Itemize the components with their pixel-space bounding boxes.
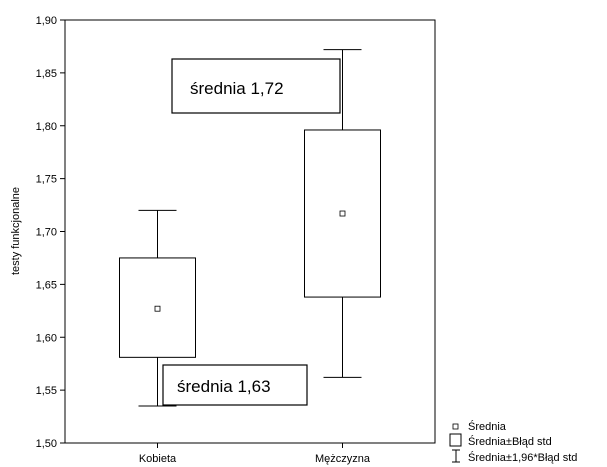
y-axis: 1,50 1,55 1,60 1,65 1,70 1,75 1,80 1,85 1,90 — [36, 15, 65, 450]
y-tick-label: 1,60 — [36, 332, 57, 344]
x-axis: Kobieta Mężczyzna — [139, 443, 371, 465]
legend-mean-marker — [452, 423, 459, 430]
y-tick-label: 1,75 — [36, 174, 57, 186]
legend-ci-label: Średnia±1,96*Błąd std — [468, 451, 577, 464]
legend-se-box — [449, 433, 462, 447]
box-plot-series — [119, 49, 381, 407]
y-tick-label: 1,55 — [36, 385, 57, 397]
se-box — [304, 129, 381, 298]
annotation-kobieta: średnia 1,63 — [162, 364, 308, 406]
y-tick-label: 1,50 — [36, 438, 57, 450]
y-tick-label: 1,70 — [36, 227, 57, 239]
annotation-kobieta-text: średnia 1,63 — [177, 377, 271, 396]
annotation-mezczyzna: średnia 1,72 — [171, 58, 341, 114]
x-tick-label: Kobieta — [139, 453, 177, 465]
x-tick-label: Mężczyzna — [315, 453, 371, 465]
y-tick-label: 1,80 — [36, 121, 57, 133]
legend: Średnia Średnia±Błąd std Średnia±1,96*Bł… — [449, 420, 577, 464]
legend-mean-label: Średnia — [468, 420, 507, 433]
legend-ci-whisker — [452, 449, 460, 463]
mean-marker — [339, 210, 346, 217]
mean-marker — [154, 305, 161, 312]
y-axis-title: testy funkcjonalne — [10, 187, 22, 275]
legend-se-label: Średnia±Błąd std — [468, 435, 552, 448]
annotation-mezczyzna-text: średnia 1,72 — [190, 79, 284, 98]
y-tick-label: 1,90 — [36, 15, 57, 27]
y-tick-label: 1,65 — [36, 279, 57, 291]
y-tick-label: 1,85 — [36, 68, 57, 80]
